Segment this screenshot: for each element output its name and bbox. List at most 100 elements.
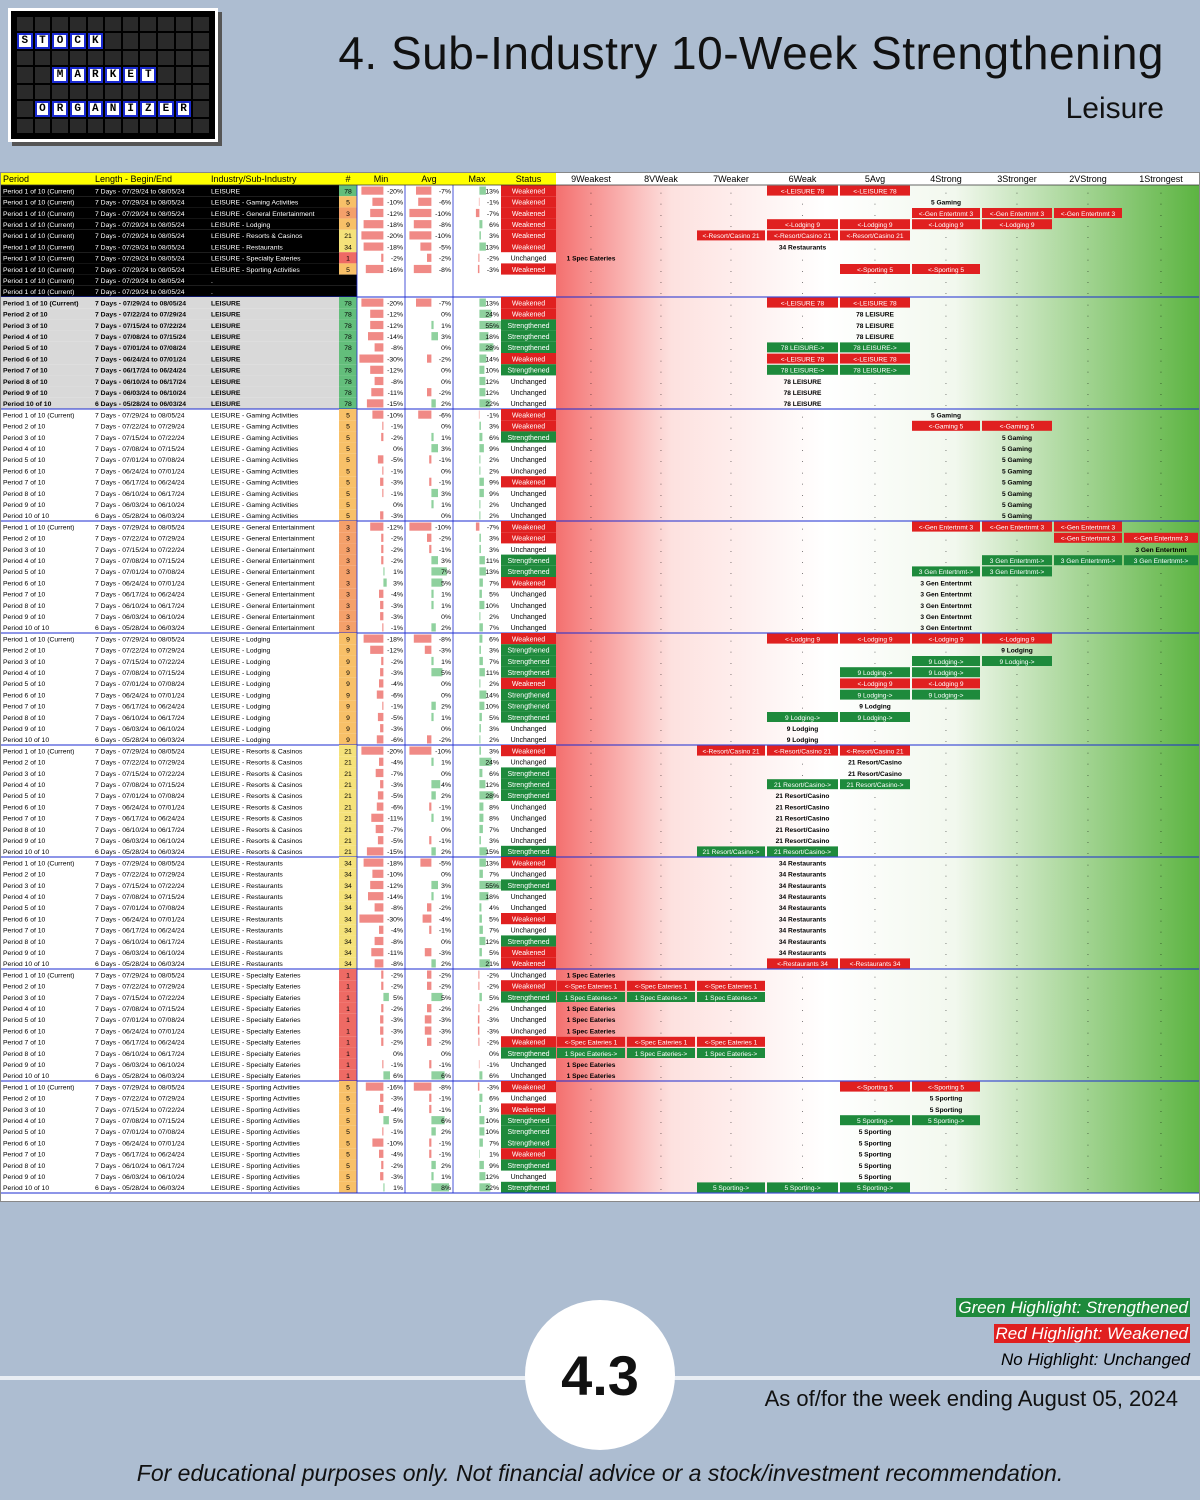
length-cell: 7 Days - 07/29/24 to 08/05/24	[95, 188, 185, 195]
rating-dot: .	[590, 939, 592, 946]
status-cell: Unchanged	[511, 894, 547, 901]
rating-dot: .	[802, 984, 804, 991]
status-cell: Unchanged	[511, 1062, 547, 1069]
max-cell: 28%	[485, 793, 499, 800]
rating-dot: .	[1016, 737, 1018, 744]
rating-fill	[767, 779, 838, 790]
rating-dot: .	[1160, 222, 1162, 229]
max-cell: 9%	[489, 480, 499, 487]
rating-dot: .	[1016, 905, 1018, 912]
status-cell: Unchanged	[511, 401, 547, 408]
max-bar	[479, 858, 486, 867]
rating-cell: 1 Spec Eateries	[567, 1017, 616, 1024]
status-fill	[501, 330, 556, 342]
rating-cell: 1 Spec Eateries->	[705, 1051, 758, 1058]
rating-dot: .	[1087, 681, 1089, 688]
avg-cell: 0%	[441, 513, 451, 520]
rating-dot: .	[802, 648, 804, 655]
length-cell: 7 Days - 07/08/24 to 07/15/24	[95, 1118, 185, 1125]
period-cell: Period 7 of 10	[3, 1040, 46, 1047]
max-bar	[479, 1160, 484, 1170]
rating-fill	[840, 678, 910, 689]
avg-cell: 2%	[441, 793, 451, 800]
count-cell: 9	[346, 681, 350, 688]
rating-cell: <-Gen Entertnmt 3	[919, 524, 974, 531]
logo-tile	[52, 17, 68, 31]
rating-dot: .	[1016, 368, 1018, 375]
max-cell: -2%	[487, 1040, 499, 1047]
rating-dot: .	[1160, 771, 1162, 778]
rating-dot: .	[802, 468, 804, 475]
period-cell: Period 8 of 10	[3, 491, 46, 498]
rating-dot: .	[874, 838, 876, 845]
avg-bar	[431, 589, 434, 598]
rating-dot: .	[802, 659, 804, 666]
max-cell: 2%	[489, 513, 499, 520]
rating-dot: .	[1160, 1073, 1162, 1080]
industry-cell: LEISURE - Sporting Activities	[211, 1163, 300, 1170]
rating-dot: .	[660, 816, 662, 823]
rating-cell: 21 Resort/Casino->	[774, 849, 831, 856]
rating-dot: .	[660, 592, 662, 599]
rating-dot: .	[945, 1051, 947, 1058]
period-cell: Period 9 of 10	[3, 502, 46, 509]
logo-letter: K	[87, 33, 104, 49]
count-cell: 5	[346, 1152, 350, 1159]
rating-cell: 5 Gaming	[931, 200, 961, 207]
count-cell: 9	[346, 715, 350, 722]
count-cell: 21	[344, 233, 352, 240]
rating-dot: .	[1087, 412, 1089, 419]
status-cell: Strengthened	[507, 771, 549, 778]
rating-dot: .	[1160, 782, 1162, 789]
avg-bar	[427, 533, 432, 542]
status-cell: Unchanged	[511, 625, 547, 632]
rating-dot: .	[590, 771, 592, 778]
logo-tile	[193, 33, 209, 49]
avg-cell: 0%	[441, 1051, 451, 1058]
logo-tile	[122, 17, 139, 31]
length-cell: 7 Days - 06/17/24 to 06/24/24	[95, 592, 185, 599]
max-cell: 2%	[489, 502, 499, 509]
rating-dot: .	[730, 760, 732, 767]
rating-dot: .	[660, 323, 662, 330]
rating-dot: .	[1087, 760, 1089, 767]
rating-cell: 9 Lodging	[787, 737, 819, 744]
rating-dot: .	[730, 804, 732, 811]
avg-bar	[429, 1138, 432, 1147]
rating-dot: .	[1016, 345, 1018, 352]
rating-dot: .	[1087, 625, 1089, 632]
industry-cell: LEISURE - General Entertainment	[211, 625, 315, 632]
max-cell: 12%	[485, 1174, 499, 1181]
rating-dot: .	[874, 513, 876, 520]
count-cell: 9	[346, 648, 350, 655]
length-cell: 7 Days - 07/22/24 to 07/29/24	[95, 424, 185, 431]
rating-dot: .	[590, 412, 592, 419]
count-cell: 78	[344, 390, 352, 397]
rating-cell: 9 Lodging->	[999, 659, 1034, 666]
count-cell: 9	[346, 659, 350, 666]
period-cell: Period 5 of 10	[3, 1017, 46, 1024]
rating-dot: .	[945, 278, 947, 285]
max-cell: 3%	[489, 648, 499, 655]
avg-cell: 1%	[441, 760, 451, 767]
status-cell: Weakened	[512, 961, 545, 968]
rating-dot: .	[945, 502, 947, 509]
min-cell: -20%	[387, 188, 403, 195]
count-fill	[339, 969, 357, 981]
rating-dot: .	[1016, 715, 1018, 722]
rating-dot: .	[1160, 356, 1162, 363]
min-bar	[377, 712, 384, 722]
status-fill	[501, 297, 556, 309]
rating-dot: .	[1016, 614, 1018, 621]
rating-dot: .	[1016, 670, 1018, 677]
rating-dot: .	[1087, 457, 1089, 464]
logo-letter: O	[34, 101, 51, 117]
rating-dot: .	[1160, 592, 1162, 599]
rating-dot: .	[874, 972, 876, 979]
industry-cell: LEISURE	[211, 323, 241, 330]
rating-dot: .	[1087, 961, 1089, 968]
page-number-badge: 4.3	[525, 1300, 675, 1450]
avg-bar	[429, 1060, 432, 1069]
avg-bar	[418, 410, 432, 419]
